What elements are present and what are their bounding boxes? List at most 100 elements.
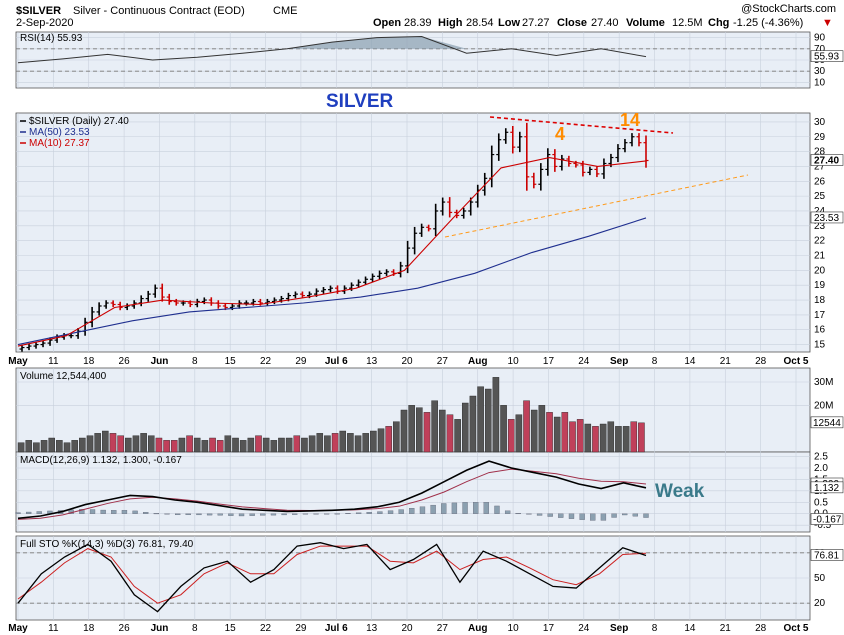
macd-histogram-bar bbox=[281, 513, 287, 516]
price-tick-label: 17 bbox=[814, 310, 826, 321]
stochastic-k-line bbox=[17, 542, 647, 613]
macd-histogram-bar bbox=[175, 513, 181, 516]
volume-bar bbox=[17, 442, 25, 453]
volume-bar bbox=[431, 400, 438, 453]
macd-hist-tag bbox=[810, 513, 844, 525]
macd-tick-label: 0.5 bbox=[814, 497, 828, 508]
x-axis-tick-label-bottom: 20 bbox=[401, 623, 413, 634]
volume-bar bbox=[393, 421, 400, 453]
volume-bar bbox=[416, 407, 423, 453]
volume-bar bbox=[125, 437, 132, 453]
macd-histogram-bar bbox=[143, 512, 149, 514]
macd-histogram-bar bbox=[398, 509, 404, 514]
macd-histogram-bar bbox=[409, 508, 415, 514]
macd-histogram-bar bbox=[515, 513, 521, 515]
macd-histogram-bar bbox=[121, 510, 128, 514]
volume-bar bbox=[94, 433, 101, 453]
x-axis-tick-label-bottom: 29 bbox=[295, 623, 307, 634]
volume-bar bbox=[224, 435, 232, 453]
volume-bar bbox=[201, 440, 209, 453]
volume-bar bbox=[316, 433, 324, 453]
high-label: High bbox=[438, 17, 463, 29]
volume-bar bbox=[484, 388, 492, 453]
macd-tick-label: 2.0 bbox=[814, 463, 828, 474]
macd-histogram-bar bbox=[79, 509, 85, 514]
low-value: 27.27 bbox=[522, 17, 550, 29]
open-value: 28.39 bbox=[404, 17, 432, 29]
volume-bar bbox=[255, 435, 262, 453]
volume-bar bbox=[377, 428, 385, 453]
volume-bar bbox=[553, 416, 561, 453]
x-axis-tick-label-bottom: 14 bbox=[684, 623, 696, 634]
volume-bar bbox=[469, 395, 477, 453]
macd-histogram-bar bbox=[504, 510, 511, 514]
volume-bar bbox=[285, 437, 293, 453]
volume-bar bbox=[262, 437, 270, 453]
volume-bar bbox=[293, 435, 301, 453]
panel-price-background bbox=[15, 112, 811, 353]
low-label: Low bbox=[498, 17, 520, 29]
macd-histogram-bar bbox=[441, 503, 447, 514]
stochastic-current-tag bbox=[810, 549, 844, 561]
volume-bar bbox=[439, 409, 446, 453]
macd-histogram-bar bbox=[387, 510, 394, 514]
x-axis-tick-label-bottom: 18 bbox=[83, 623, 95, 634]
macd-histogram-bar bbox=[451, 502, 458, 514]
rsi-overbought-fill bbox=[18, 36, 646, 49]
volume-bar bbox=[247, 437, 255, 453]
macd-histogram-bar bbox=[249, 513, 255, 516]
x-axis-tick-label: 13 bbox=[366, 356, 378, 367]
chg-label: Chg bbox=[708, 17, 729, 29]
volume-tick-label: 30M bbox=[814, 377, 833, 388]
ma50-line bbox=[17, 217, 647, 346]
x-axis-tick-label: 26 bbox=[119, 356, 131, 367]
ma50-current-tag bbox=[810, 211, 844, 224]
volume-bar bbox=[155, 437, 163, 453]
lower-trendline bbox=[444, 174, 749, 238]
macd-histogram-bar bbox=[270, 513, 277, 516]
x-axis-tick-label: 18 bbox=[83, 356, 95, 367]
volume-bar bbox=[270, 440, 278, 453]
volume-bar bbox=[308, 435, 316, 453]
rsi-line bbox=[17, 35, 647, 64]
price-tick-label: 15 bbox=[814, 340, 826, 351]
x-axis-tick-label: 29 bbox=[295, 356, 307, 367]
macd-histogram-bar bbox=[313, 513, 319, 515]
price-current-tag bbox=[810, 154, 844, 166]
macd-histogram-bar bbox=[462, 502, 468, 514]
price-tick-label: 26 bbox=[814, 176, 826, 187]
volume-label: Volume bbox=[626, 17, 665, 29]
volume-bar bbox=[40, 440, 48, 453]
x-axis-tick-label-bottom: Aug bbox=[468, 623, 487, 634]
macd-histogram-bar bbox=[153, 513, 160, 515]
macd-histogram-bar bbox=[366, 512, 372, 514]
close-value: 27.40 bbox=[591, 17, 619, 29]
macd-histogram-bar bbox=[196, 513, 202, 516]
x-axis-tick-label-bottom: 17 bbox=[543, 623, 555, 634]
volume-bar bbox=[515, 414, 523, 453]
volume-bar bbox=[56, 440, 63, 453]
volume-bar bbox=[331, 433, 339, 453]
macd-histogram-bar bbox=[111, 510, 117, 514]
x-axis-tick-label: Jul 6 bbox=[325, 356, 348, 367]
macd-histogram-bar bbox=[302, 513, 309, 515]
volume-bar bbox=[408, 405, 415, 453]
x-axis-tick-label-bottom: 15 bbox=[225, 623, 237, 634]
watermark: @StockCharts.com bbox=[741, 3, 836, 15]
volume-bar bbox=[178, 437, 186, 453]
volume-bar bbox=[607, 421, 615, 453]
stochastic-legend: Full STO %K(14,3) %D(3) 76.81, 79.40 bbox=[20, 539, 194, 550]
volume-bar bbox=[117, 435, 124, 453]
price-tick-label: 19 bbox=[814, 280, 826, 291]
volume-bar bbox=[339, 430, 347, 453]
macd-histogram-bar bbox=[355, 512, 362, 514]
close-label: Close bbox=[557, 17, 587, 29]
volume-bar bbox=[102, 430, 109, 453]
volume-bar bbox=[561, 412, 569, 453]
macd-legend: MACD(12,26,9) 1.132, 1.300, -0.167 bbox=[20, 455, 182, 466]
volume-bar bbox=[446, 414, 454, 453]
macd-histogram-bar bbox=[600, 513, 607, 521]
x-axis-tick-label: 10 bbox=[508, 356, 520, 367]
x-axis-tick-label: 24 bbox=[578, 356, 590, 367]
